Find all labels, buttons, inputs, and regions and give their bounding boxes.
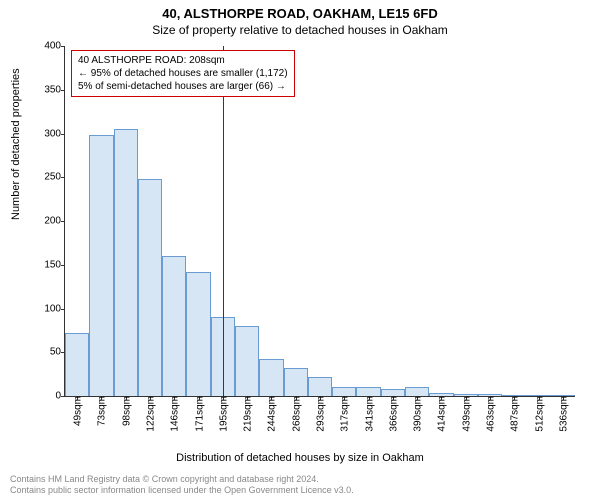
histogram-bar bbox=[381, 389, 405, 396]
x-tick-label: 439sqm bbox=[459, 396, 472, 432]
x-tick-label: 171sqm bbox=[192, 396, 205, 432]
histogram-bar bbox=[162, 256, 186, 396]
x-tick-label: 293sqm bbox=[314, 396, 327, 432]
y-tick-label: 350 bbox=[31, 84, 65, 95]
histogram-bar bbox=[186, 272, 210, 396]
footer-attribution: Contains HM Land Registry data © Crown c… bbox=[10, 474, 354, 497]
y-tick-label: 250 bbox=[31, 172, 65, 183]
x-tick-label: 512sqm bbox=[532, 396, 545, 432]
histogram-bar bbox=[308, 377, 332, 396]
histogram-bar bbox=[405, 387, 429, 396]
x-tick-label: 487sqm bbox=[508, 396, 521, 432]
y-tick-mark bbox=[61, 90, 65, 91]
histogram-bar bbox=[114, 129, 138, 396]
y-tick-mark bbox=[61, 309, 65, 310]
histogram-bar bbox=[138, 179, 162, 396]
y-tick-label: 50 bbox=[31, 347, 65, 358]
histogram-bar bbox=[235, 326, 259, 396]
chart-subtitle: Size of property relative to detached ho… bbox=[0, 21, 600, 37]
histogram-bar bbox=[65, 333, 89, 396]
y-tick-label: 300 bbox=[31, 128, 65, 139]
info-line-1: 40 ALSTHORPE ROAD: 208sqm bbox=[78, 54, 288, 67]
x-tick-label: 195sqm bbox=[216, 396, 229, 432]
chart-container: 40, ALSTHORPE ROAD, OAKHAM, LE15 6FD Siz… bbox=[0, 0, 600, 500]
x-tick-label: 317sqm bbox=[338, 396, 351, 432]
y-tick-label: 200 bbox=[31, 216, 65, 227]
y-tick-mark bbox=[61, 46, 65, 47]
info-box: 40 ALSTHORPE ROAD: 208sqm ← 95% of detac… bbox=[71, 50, 295, 97]
plot-area: 05010015020025030035040049sqm73sqm98sqm1… bbox=[64, 46, 575, 397]
reference-line bbox=[223, 46, 224, 396]
y-tick-label: 400 bbox=[31, 41, 65, 52]
y-tick-mark bbox=[61, 177, 65, 178]
histogram-bar bbox=[284, 368, 308, 396]
x-tick-label: 122sqm bbox=[144, 396, 157, 432]
histogram-bar bbox=[356, 387, 380, 396]
y-tick-mark bbox=[61, 221, 65, 222]
x-tick-label: 536sqm bbox=[556, 396, 569, 432]
info-line-2: ← 95% of detached houses are smaller (1,… bbox=[78, 67, 288, 80]
chart-title: 40, ALSTHORPE ROAD, OAKHAM, LE15 6FD bbox=[0, 0, 600, 21]
y-axis-label: Number of detached properties bbox=[10, 68, 22, 220]
y-tick-label: 0 bbox=[31, 391, 65, 402]
x-tick-label: 341sqm bbox=[362, 396, 375, 432]
y-tick-label: 150 bbox=[31, 259, 65, 270]
x-tick-label: 98sqm bbox=[119, 396, 132, 426]
x-tick-label: 390sqm bbox=[411, 396, 424, 432]
x-tick-label: 268sqm bbox=[289, 396, 302, 432]
y-tick-mark bbox=[61, 396, 65, 397]
x-tick-label: 244sqm bbox=[265, 396, 278, 432]
histogram-bar bbox=[332, 387, 356, 396]
y-tick-mark bbox=[61, 265, 65, 266]
y-tick-label: 100 bbox=[31, 303, 65, 314]
x-tick-label: 414sqm bbox=[435, 396, 448, 432]
histogram-bar bbox=[89, 135, 113, 396]
x-tick-label: 73sqm bbox=[95, 396, 108, 426]
x-tick-label: 366sqm bbox=[386, 396, 399, 432]
histogram-bar bbox=[259, 359, 283, 396]
footer-line-2: Contains public sector information licen… bbox=[10, 485, 354, 497]
x-tick-label: 463sqm bbox=[484, 396, 497, 432]
x-axis-label: Distribution of detached houses by size … bbox=[0, 452, 600, 464]
y-tick-mark bbox=[61, 134, 65, 135]
x-tick-label: 146sqm bbox=[168, 396, 181, 432]
x-tick-label: 219sqm bbox=[241, 396, 254, 432]
footer-line-1: Contains HM Land Registry data © Crown c… bbox=[10, 474, 354, 486]
info-line-3: 5% of semi-detached houses are larger (6… bbox=[78, 80, 288, 93]
x-tick-label: 49sqm bbox=[71, 396, 84, 426]
